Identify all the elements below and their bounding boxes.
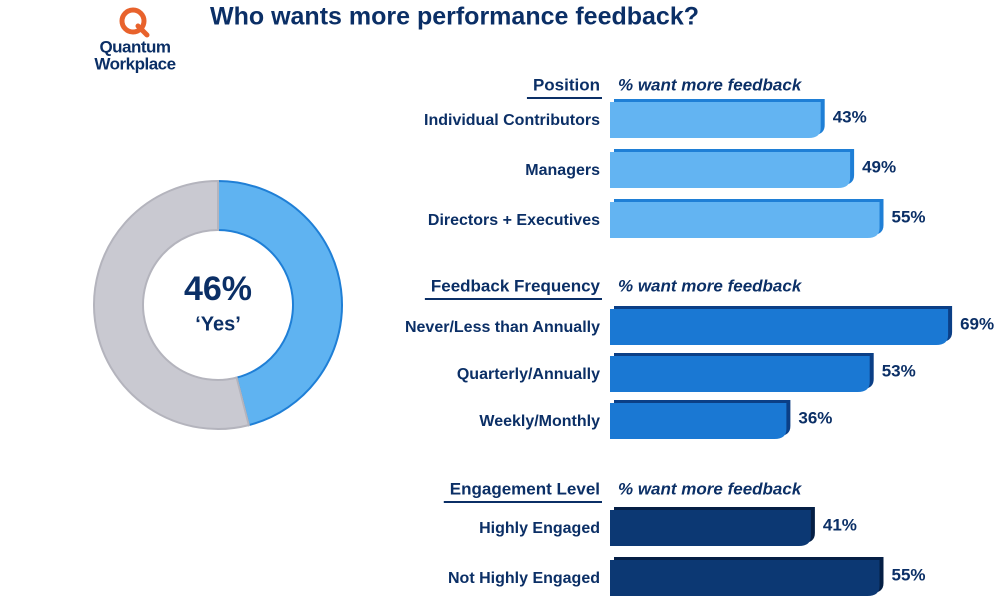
group-title: Engagement Level — [450, 479, 600, 498]
donut-slice — [217, 179, 343, 427]
title: Who wants more performance feedback? — [210, 3, 699, 31]
logo-text: Quantum — [99, 37, 170, 56]
logo: Quantum Workplace — [94, 7, 176, 73]
category-label: Not Highly Engaged — [448, 570, 600, 587]
group-title: Position — [533, 75, 600, 94]
category-label: Quarterly/Annually — [457, 366, 600, 383]
value-label: 49% — [862, 157, 896, 176]
group-title: Feedback Frequency — [431, 276, 601, 295]
logo-icon — [119, 7, 147, 35]
value-label: 41% — [823, 515, 857, 534]
category-label: Highly Engaged — [479, 520, 600, 537]
value-label: 55% — [892, 565, 926, 584]
donut-category-label: ‘Yes’ — [195, 313, 241, 335]
bar — [610, 102, 821, 138]
bar — [610, 152, 851, 188]
bar — [610, 202, 880, 238]
bar — [610, 356, 870, 392]
value-label: 69% — [960, 314, 994, 333]
bar — [610, 510, 811, 546]
bar — [610, 560, 880, 596]
value-label: 36% — [798, 408, 832, 427]
value-label: 43% — [833, 107, 867, 126]
logo-text: Workplace — [94, 54, 175, 73]
category-label: Directors + Executives — [428, 212, 600, 229]
value-label: 53% — [882, 361, 916, 380]
group-subtitle: % want more feedback — [618, 479, 803, 498]
donut-slice — [93, 179, 251, 430]
value-label: 55% — [892, 207, 926, 226]
group-subtitle: % want more feedback — [618, 75, 803, 94]
bar — [610, 309, 949, 345]
category-label: Never/Less than Annually — [405, 319, 600, 336]
category-label: Managers — [525, 162, 600, 179]
logo-icon-tail — [135, 23, 150, 38]
donut-value-label: 46% — [184, 270, 252, 308]
category-label: Individual Contributors — [424, 112, 600, 129]
group-subtitle: % want more feedback — [618, 276, 803, 295]
category-label: Weekly/Monthly — [479, 413, 600, 430]
bar — [610, 403, 787, 439]
